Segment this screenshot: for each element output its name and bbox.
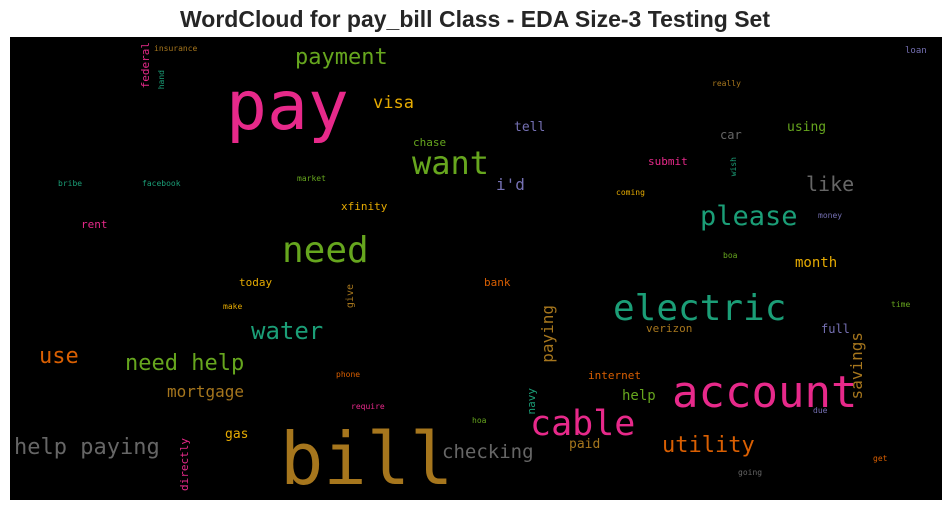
word-internet: internet	[588, 369, 641, 382]
word-time: time	[891, 300, 911, 309]
word-paid: paid	[569, 437, 601, 452]
word-loan: loan	[905, 46, 927, 56]
word-gas: gas	[225, 427, 249, 442]
word-hand: hand	[157, 70, 166, 90]
word-savings: savings	[847, 332, 866, 400]
word-bill: bill	[280, 417, 454, 500]
chart-title: WordCloud for pay_bill Class - EDA Size-…	[180, 6, 770, 32]
word-id: i'd	[496, 175, 525, 194]
word-need-help: need help	[125, 351, 245, 376]
word-utility: utility	[662, 433, 755, 458]
word-water: water	[251, 317, 324, 345]
word-car: car	[720, 128, 742, 142]
word-checking: checking	[442, 441, 534, 463]
word-use: use	[39, 344, 79, 369]
word-really: really	[712, 79, 741, 88]
word-month: month	[795, 255, 838, 271]
word-today: today	[239, 276, 273, 289]
word-verizon: verizon	[646, 322, 693, 335]
word-want: want	[412, 144, 490, 182]
word-using: using	[787, 120, 827, 135]
word-xfinity: xfinity	[341, 200, 388, 213]
word-electric: electric	[613, 288, 787, 329]
word-federal: federal	[139, 42, 152, 89]
word-help-paying: help paying	[14, 435, 160, 460]
word-give: give	[345, 284, 356, 309]
word-please: please	[700, 201, 798, 232]
word-paying: paying	[538, 305, 557, 363]
word-facebook: facebook	[142, 179, 181, 188]
word-full: full	[821, 322, 850, 336]
word-require: require	[351, 402, 385, 411]
word-phone: phone	[336, 370, 361, 379]
word-mortgage: mortgage	[167, 382, 245, 401]
word-submit: submit	[648, 155, 688, 168]
word-going: going	[738, 468, 763, 477]
word-chase: chase	[413, 136, 447, 149]
word-rent: rent	[81, 218, 108, 231]
word-money: money	[818, 211, 843, 220]
word-bribe: bribe	[58, 179, 83, 188]
word-make: make	[223, 302, 243, 311]
word-wish: wish	[729, 157, 738, 177]
word-help: help	[622, 388, 656, 404]
word-payment: payment	[295, 45, 388, 70]
word-like: like	[806, 172, 855, 196]
word-due: due	[813, 406, 828, 415]
word-need: need	[282, 230, 369, 271]
word-pay: pay	[226, 67, 349, 146]
word-insurance: insurance	[154, 44, 198, 53]
word-navy: navy	[525, 388, 538, 415]
word-get: get	[873, 454, 888, 463]
word-visa: visa	[373, 93, 414, 113]
word-account: account	[672, 367, 858, 418]
word-bank: bank	[484, 276, 511, 289]
wordcloud-panel: pay bill account electric need cable wan…	[10, 37, 942, 500]
word-directly: directly	[178, 438, 191, 491]
word-boa: boa	[723, 251, 738, 260]
word-tell: tell	[514, 120, 546, 135]
word-hoa: hoa	[472, 416, 487, 425]
word-coming: coming	[616, 188, 645, 197]
word-market: market	[297, 174, 326, 183]
word-cable: cable	[530, 404, 636, 444]
